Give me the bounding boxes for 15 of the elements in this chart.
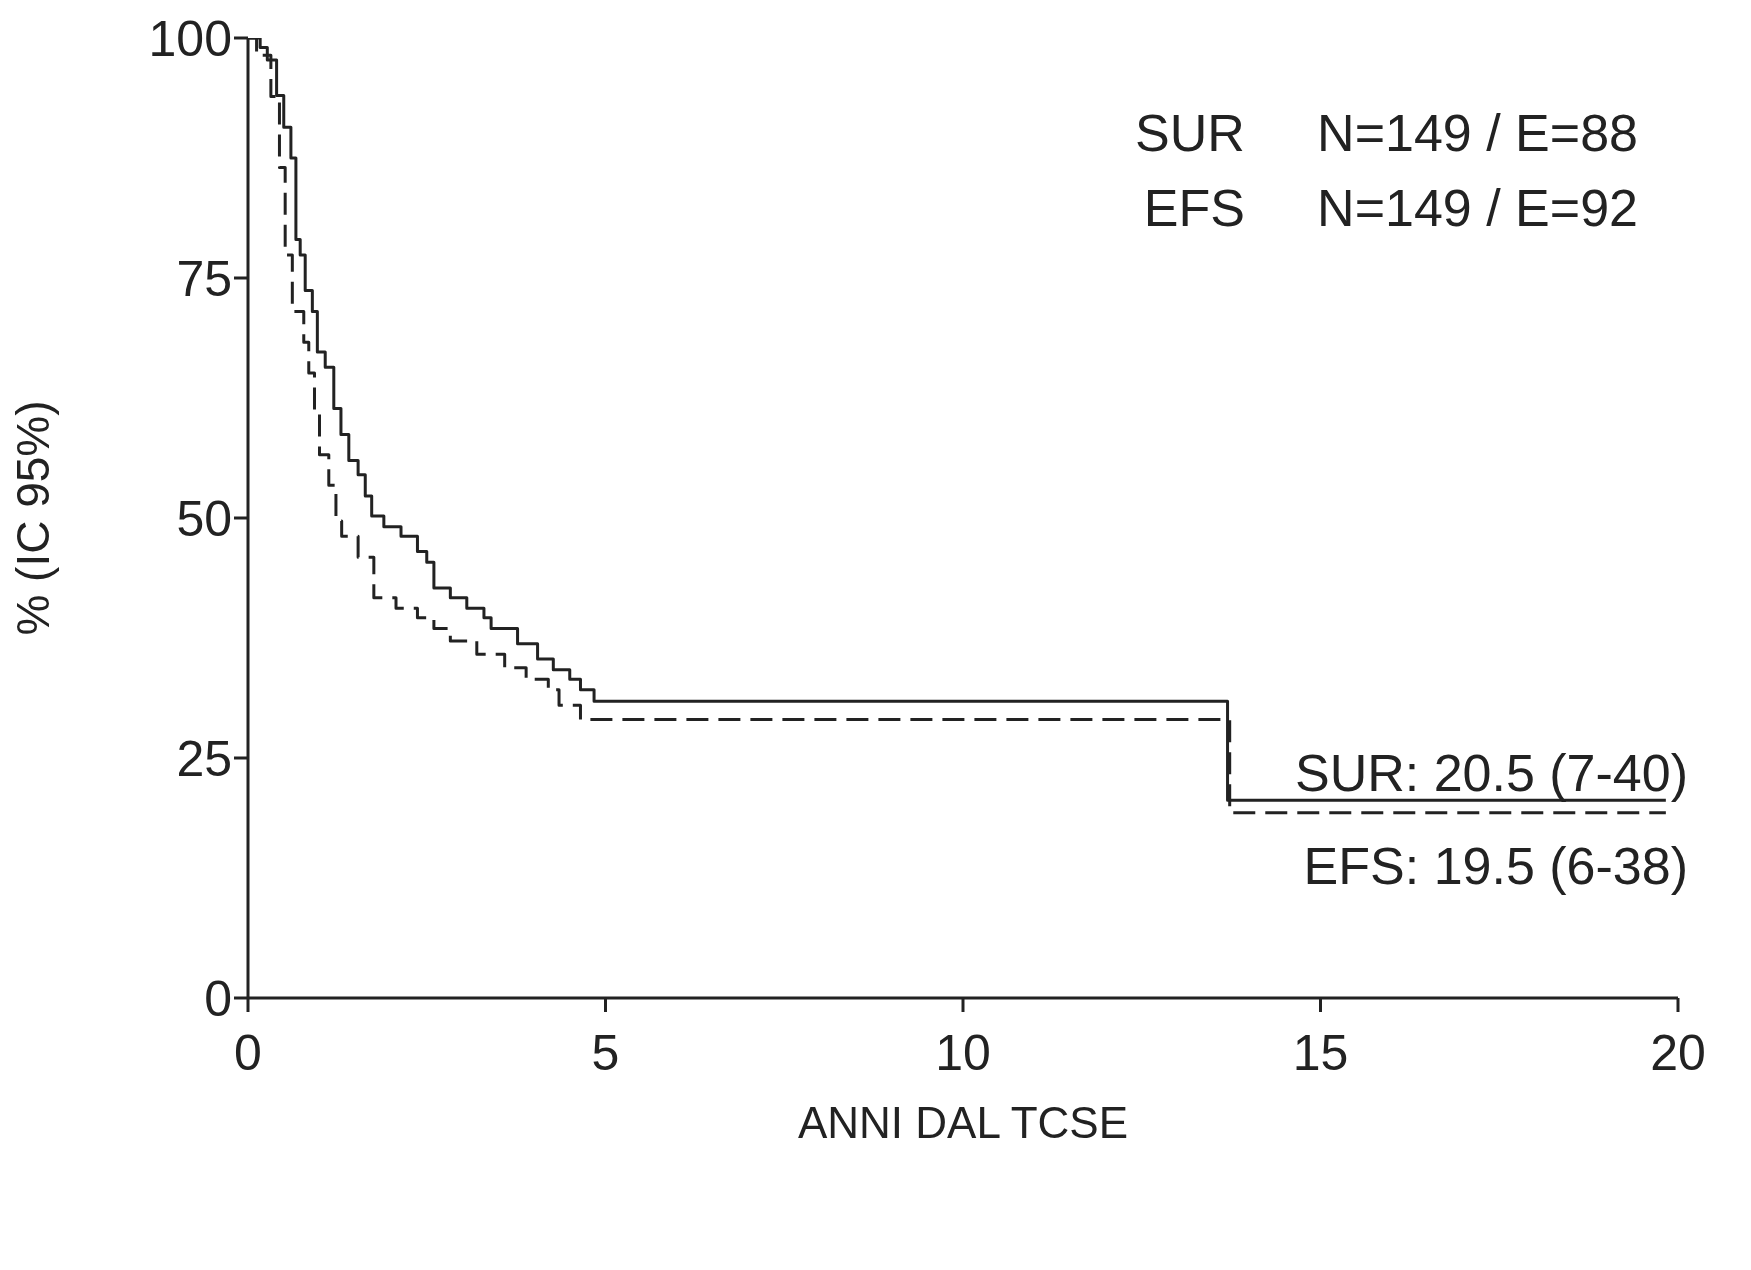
- annotation: EFS: 19.5 (6-38): [1303, 836, 1688, 896]
- y-tick-label: 0: [204, 970, 232, 1027]
- annotation: SUR: 20.5 (7-40): [1294, 743, 1688, 803]
- x-tick-label: 5: [591, 1024, 620, 1081]
- x-axis-title: ANNI DAL TCSE: [797, 1098, 1129, 1147]
- x-tick-label: 15: [1292, 1024, 1349, 1081]
- annotation: SUR N=149 / E=88: [1135, 103, 1638, 163]
- y-tick-label: 75: [176, 250, 232, 307]
- x-tick-label: 10: [935, 1024, 991, 1081]
- x-tick-label: 20: [1650, 1024, 1706, 1081]
- y-axis-title: % (IC 95%): [7, 400, 60, 636]
- y-tick-label: 100: [148, 10, 232, 67]
- y-tick-label: 25: [176, 730, 232, 787]
- annotation: EFS N=149 / E=92: [1143, 178, 1638, 238]
- y-tick-label: 50: [176, 490, 232, 547]
